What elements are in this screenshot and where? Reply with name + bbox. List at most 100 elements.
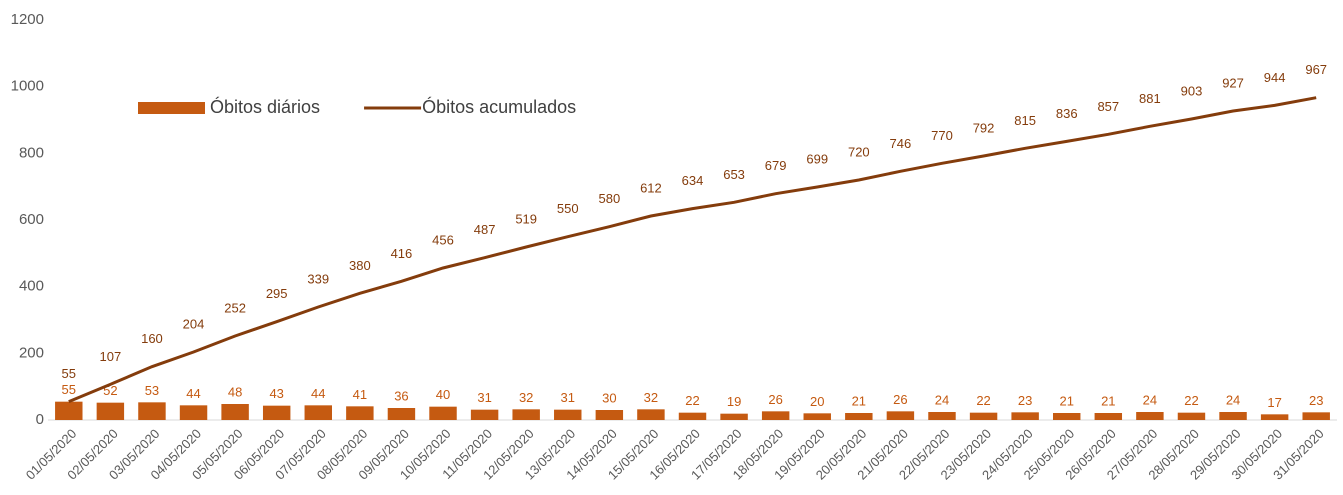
line-value-label: 519: [515, 211, 537, 226]
bar: [1178, 413, 1205, 420]
line-value-label: 746: [890, 136, 912, 151]
bar-value-label: 41: [353, 387, 367, 402]
bar: [804, 413, 831, 420]
line-value-label: 679: [765, 158, 787, 173]
bar-value-label: 21: [1059, 393, 1073, 408]
bar-value-label: 32: [644, 390, 658, 405]
bar-value-label: 19: [727, 394, 741, 409]
bar-value-label: 44: [311, 386, 325, 401]
bar: [138, 402, 165, 420]
bar: [1219, 412, 1246, 420]
bar-value-label: 26: [768, 392, 782, 407]
line-value-label: 903: [1181, 83, 1203, 98]
y-tick-label: 600: [19, 211, 44, 228]
bar-value-label: 55: [62, 382, 76, 397]
line-value-label: 770: [931, 128, 953, 143]
bar: [1053, 413, 1080, 420]
bar: [1095, 413, 1122, 420]
bar: [762, 411, 789, 420]
bar-value-label: 31: [561, 390, 575, 405]
line-value-label: 720: [848, 144, 870, 159]
bar: [970, 413, 997, 420]
bar-value-label: 31: [477, 390, 491, 405]
bar-value-label: 53: [145, 383, 159, 398]
line-value-label: 160: [141, 331, 163, 346]
line-value-label: 634: [682, 173, 704, 188]
line-value-label: 416: [391, 246, 413, 261]
bar: [1011, 412, 1038, 420]
y-tick-label: 800: [19, 144, 44, 161]
y-tick-label: 400: [19, 278, 44, 295]
line: [69, 98, 1316, 402]
bar: [720, 414, 747, 420]
bar-value-label: 26: [893, 392, 907, 407]
bar-value-label: 23: [1018, 393, 1032, 408]
line-value-label: 836: [1056, 106, 1078, 121]
y-tick-label: 0: [36, 411, 44, 428]
bar-value-label: 43: [269, 386, 283, 401]
bar-value-label: 24: [935, 392, 949, 407]
line-value-label: 580: [598, 191, 620, 206]
bar: [845, 413, 872, 420]
bar-value-label: 22: [685, 393, 699, 408]
line-value-label: 550: [557, 201, 579, 216]
bar-value-label: 23: [1309, 393, 1323, 408]
bar: [887, 411, 914, 420]
line-value-label: 380: [349, 258, 371, 273]
bar: [429, 407, 456, 420]
bar-value-label: 36: [394, 388, 408, 403]
line-value-label: 653: [723, 167, 745, 182]
bar-value-label: 17: [1267, 395, 1281, 410]
y-tick-label: 1200: [11, 11, 44, 28]
bar: [180, 405, 207, 420]
bar: [55, 402, 82, 420]
line-value-label: 857: [1097, 99, 1119, 114]
bar-value-label: 20: [810, 394, 824, 409]
bar-value-label: 22: [1184, 393, 1198, 408]
line-value-label: 699: [806, 151, 828, 166]
y-tick-label: 1000: [11, 78, 44, 95]
line-value-label: 944: [1264, 70, 1286, 85]
bar: [346, 406, 373, 420]
bar: [263, 406, 290, 420]
legend-label: Óbitos diários: [210, 96, 320, 117]
line-value-label: 815: [1014, 113, 1036, 128]
bar: [512, 409, 539, 420]
bar: [388, 408, 415, 420]
line-value-label: 792: [973, 120, 995, 135]
bar-value-label: 32: [519, 390, 533, 405]
line-value-label: 927: [1222, 75, 1244, 90]
line-value-label: 967: [1305, 62, 1327, 77]
line-value-label: 339: [307, 271, 329, 286]
bar: [928, 412, 955, 420]
line-value-label: 612: [640, 180, 662, 195]
bar-value-label: 48: [228, 384, 242, 399]
bar: [471, 410, 498, 420]
bar-value-label: 30: [602, 390, 616, 405]
bar-value-label: 21: [852, 393, 866, 408]
bar: [221, 404, 248, 420]
bar-value-label: 22: [976, 393, 990, 408]
bar-value-label: 44: [186, 386, 200, 401]
line-value-label: 881: [1139, 91, 1161, 106]
bar-value-label: 24: [1226, 392, 1240, 407]
bar: [596, 410, 623, 420]
bar: [554, 410, 581, 420]
bar-value-label: 40: [436, 387, 450, 402]
line-value-label: 204: [183, 316, 205, 331]
bar: [679, 413, 706, 420]
y-tick-label: 200: [19, 344, 44, 361]
line-value-label: 252: [224, 300, 246, 315]
bar: [305, 405, 332, 420]
legend-label: Óbitos acumulados: [422, 96, 576, 117]
line-value-label: 295: [266, 286, 288, 301]
bar: [1136, 412, 1163, 420]
bar: [637, 409, 664, 420]
bar: [1302, 412, 1329, 420]
bar-value-label: 21: [1101, 393, 1115, 408]
chart: 02004006008001000120001/05/202002/05/202…: [0, 0, 1343, 495]
bar-value-label: 24: [1143, 392, 1157, 407]
line-value-label: 55: [62, 366, 76, 381]
bar: [1261, 414, 1288, 420]
line-value-label: 107: [100, 349, 122, 364]
